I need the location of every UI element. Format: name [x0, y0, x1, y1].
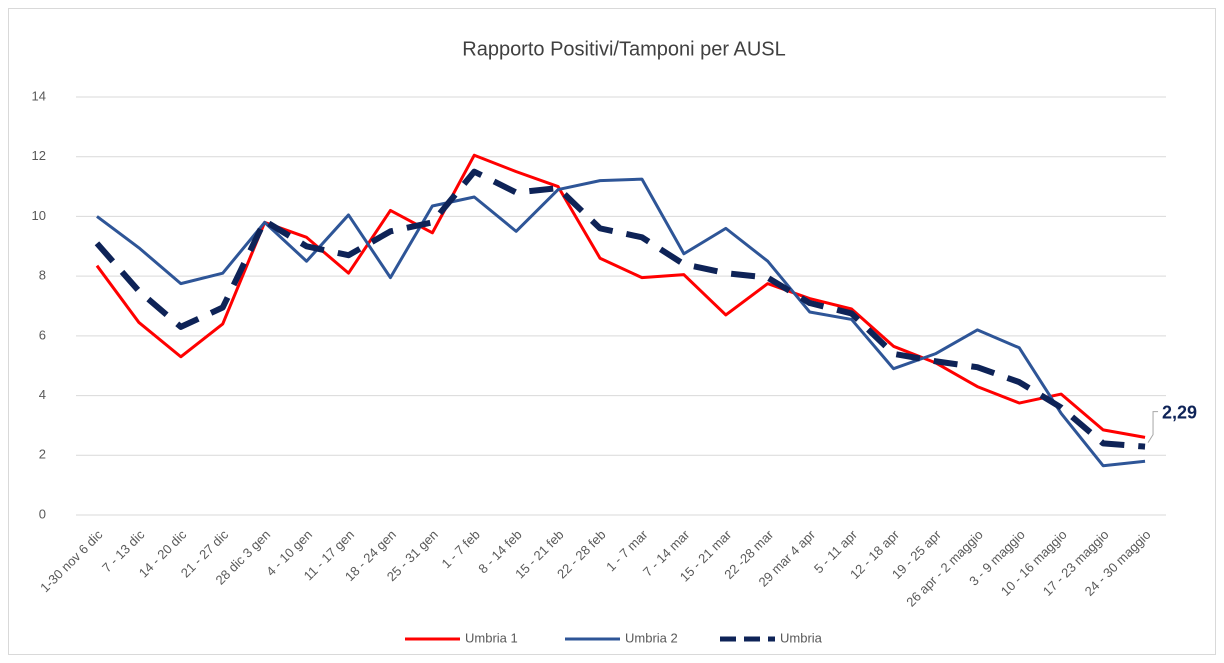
legend-label: Umbria 2 [625, 630, 678, 645]
y-tick-label: 14 [32, 88, 46, 103]
series-line [96, 177, 1146, 468]
y-tick-label: 2 [39, 447, 46, 462]
y-tick-label: 10 [32, 208, 46, 223]
y-tick-label: 8 [39, 268, 46, 283]
series-line [94, 168, 1146, 450]
chart-frame [8, 8, 1216, 655]
legend-label: Umbria 1 [465, 630, 518, 645]
y-tick-label: 6 [39, 327, 46, 342]
y-tick-label: 12 [32, 148, 46, 163]
label-leader [1147, 411, 1159, 443]
y-tick-label: 4 [39, 387, 46, 402]
legend-label: Umbria [780, 630, 823, 645]
y-tick-label: 0 [39, 506, 46, 521]
chart-title: Rapporto Positivi/Tamponi per AUSL [462, 38, 786, 60]
data-label: 2,29 [1162, 402, 1197, 422]
